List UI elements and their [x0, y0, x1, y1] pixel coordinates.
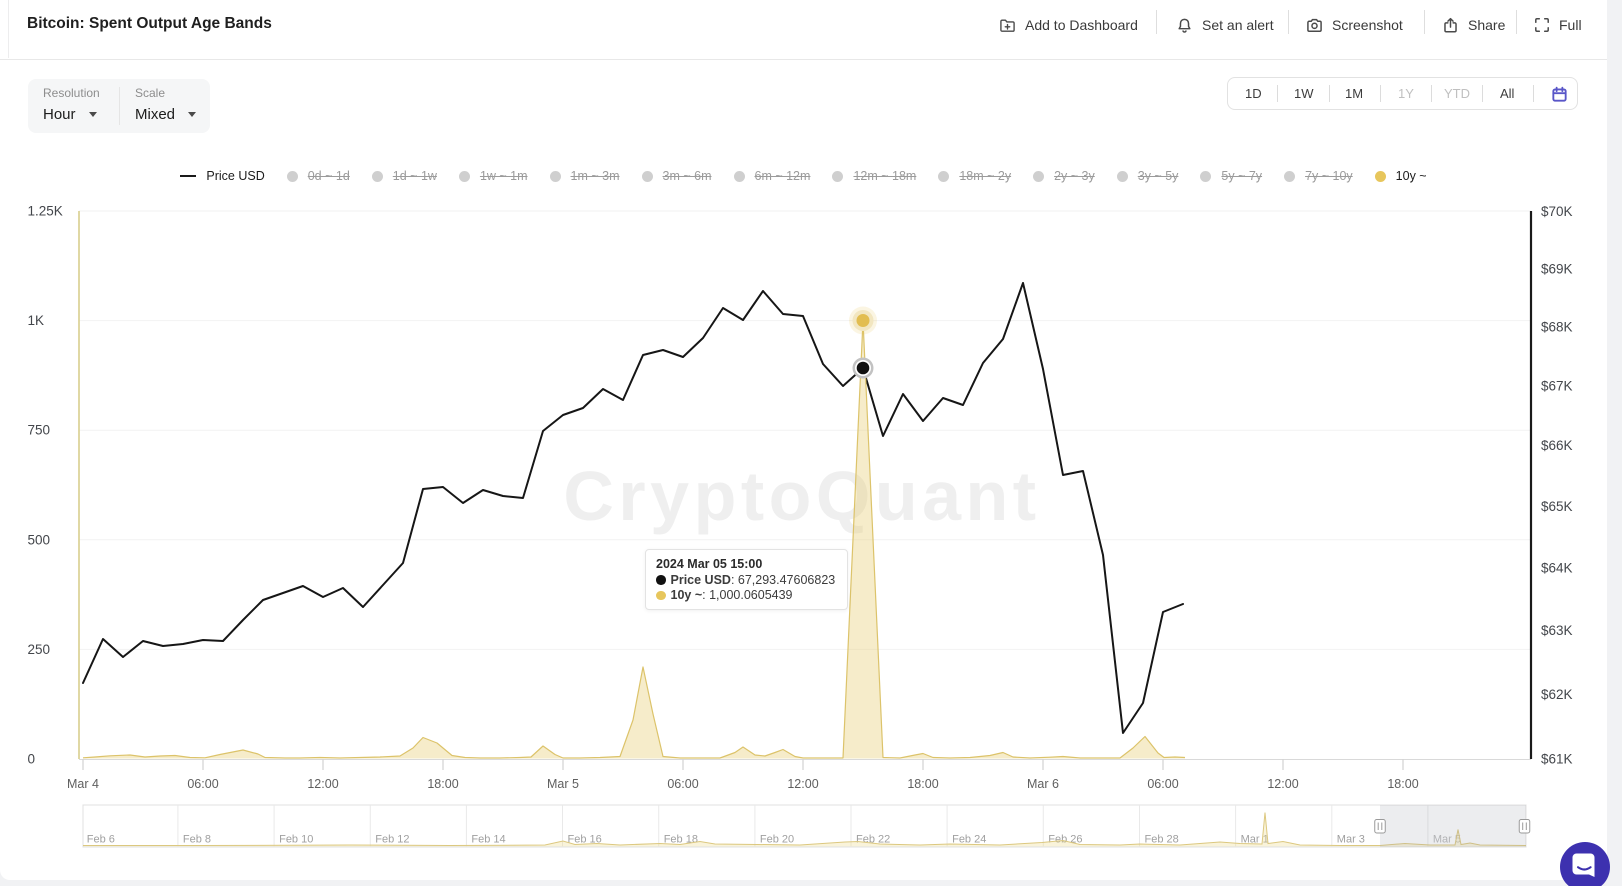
svg-text:06:00: 06:00 — [1147, 777, 1178, 791]
svg-text:Feb 18: Feb 18 — [664, 834, 698, 846]
svg-text:$62K: $62K — [1541, 687, 1573, 702]
svg-text:0: 0 — [28, 752, 36, 767]
svg-text:$61K: $61K — [1541, 752, 1573, 767]
svg-text:250: 250 — [28, 642, 51, 657]
svg-text:CryptoQuant: CryptoQuant — [563, 457, 1040, 535]
svg-text:Feb 20: Feb 20 — [760, 834, 794, 846]
svg-text:18:00: 18:00 — [907, 777, 938, 791]
svg-text:Feb 12: Feb 12 — [375, 834, 409, 846]
svg-text:06:00: 06:00 — [187, 777, 218, 791]
svg-text:12:00: 12:00 — [1267, 777, 1298, 791]
svg-text:Feb 6: Feb 6 — [87, 834, 115, 846]
svg-text:Feb 28: Feb 28 — [1145, 834, 1179, 846]
svg-text:Mar 5: Mar 5 — [1433, 834, 1461, 846]
svg-text:$64K: $64K — [1541, 561, 1573, 576]
svg-text:$66K: $66K — [1541, 438, 1573, 453]
svg-text:$70K: $70K — [1541, 204, 1573, 219]
svg-text:Feb 24: Feb 24 — [952, 834, 986, 846]
svg-text:Feb 10: Feb 10 — [279, 834, 313, 846]
svg-text:Mar 5: Mar 5 — [547, 777, 579, 791]
svg-text:Mar 6: Mar 6 — [1027, 777, 1059, 791]
svg-text:750: 750 — [28, 423, 51, 438]
svg-text:12:00: 12:00 — [787, 777, 818, 791]
svg-text:$63K: $63K — [1541, 623, 1573, 638]
svg-text:Feb 8: Feb 8 — [183, 834, 211, 846]
svg-text:06:00: 06:00 — [667, 777, 698, 791]
svg-text:500: 500 — [28, 532, 51, 547]
svg-text:Mar 3: Mar 3 — [1337, 834, 1365, 846]
svg-text:18:00: 18:00 — [1387, 777, 1418, 791]
svg-text:Feb 14: Feb 14 — [471, 834, 505, 846]
svg-text:Feb 26: Feb 26 — [1048, 834, 1082, 846]
svg-text:$65K: $65K — [1541, 499, 1573, 514]
svg-text:$68K: $68K — [1541, 319, 1573, 334]
svg-text:Feb 16: Feb 16 — [568, 834, 602, 846]
svg-text:18:00: 18:00 — [427, 777, 458, 791]
svg-text:1K: 1K — [28, 313, 45, 328]
svg-text:$67K: $67K — [1541, 378, 1573, 393]
svg-text:1.25K: 1.25K — [28, 204, 63, 219]
svg-text:$69K: $69K — [1541, 261, 1573, 276]
svg-text:Mar 4: Mar 4 — [67, 777, 99, 791]
svg-text:12:00: 12:00 — [307, 777, 338, 791]
